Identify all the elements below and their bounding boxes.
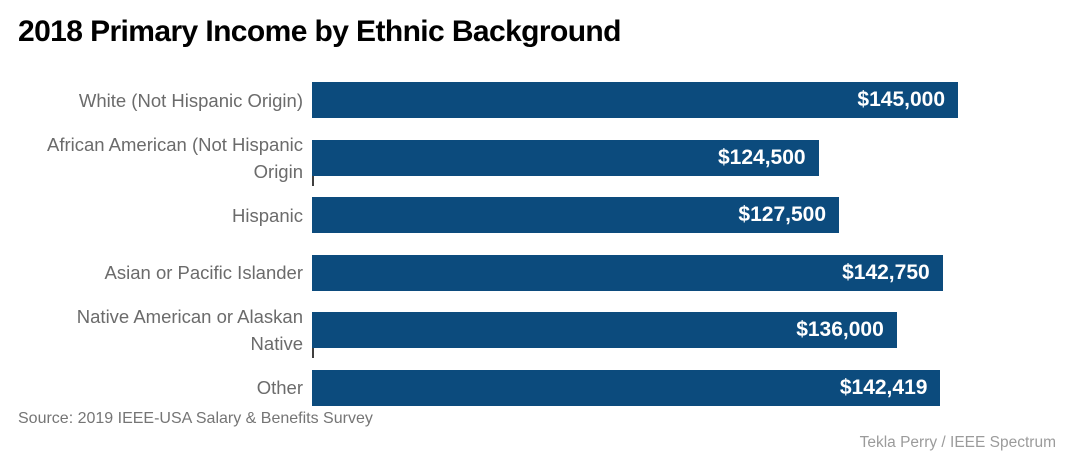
value-label: $127,500 <box>738 203 826 226</box>
bar-row: White (Not Hispanic Origin) $145,000 <box>18 82 1080 118</box>
bar-row: African American (Not Hispanic Origin $1… <box>18 134 1080 186</box>
bar-track: $145,000 <box>312 82 992 118</box>
source-note: Source: 2019 IEEE-USA Salary & Benefits … <box>18 409 373 427</box>
chart-title: 2018 Primary Income by Ethnic Background <box>18 15 621 48</box>
value-label: $142,750 <box>842 260 930 284</box>
axis-tick-mark <box>312 348 314 358</box>
bar-row: Other $142,419 <box>18 369 1080 406</box>
bar-track: $142,750 <box>312 254 992 291</box>
category-label: Asian or Pacific Islander <box>104 262 303 283</box>
bar-chart: White (Not Hispanic Origin) $145,000 Afr… <box>18 82 1080 406</box>
value-label: $124,500 <box>718 145 806 169</box>
bar-row: Asian or Pacific Islander $142,750 <box>18 254 1080 291</box>
category-label: Other <box>256 377 303 398</box>
value-label: $145,000 <box>857 88 945 111</box>
bar: $124,500 <box>312 139 819 176</box>
category-label: Hispanic <box>232 204 303 226</box>
bar-row: Hispanic $127,500 <box>18 197 1080 233</box>
category-label: African American (Not Hispanic Origin <box>46 133 303 182</box>
bar: $136,000 <box>312 312 897 348</box>
bar-track: $136,000 <box>312 312 992 358</box>
bar-track: $142,419 <box>312 369 992 406</box>
bar: $142,419 <box>312 369 941 406</box>
bar-track: $127,500 <box>312 197 992 233</box>
bar-row: Native American or Alaskan Native $136,0… <box>18 306 1080 358</box>
bar-track: $124,500 <box>312 139 992 186</box>
bar: $127,500 <box>312 197 839 233</box>
bar: $145,000 <box>312 82 958 118</box>
axis-tick-mark <box>312 175 314 186</box>
value-label: $136,000 <box>796 318 884 341</box>
bar: $142,750 <box>312 254 943 291</box>
category-label: Native American or Alaskan Native <box>76 306 303 354</box>
value-label: $142,419 <box>839 375 928 399</box>
category-label: White (Not Hispanic Origin) <box>78 89 303 111</box>
credit-note: Tekla Perry / IEEE Spectrum <box>859 433 1056 451</box>
